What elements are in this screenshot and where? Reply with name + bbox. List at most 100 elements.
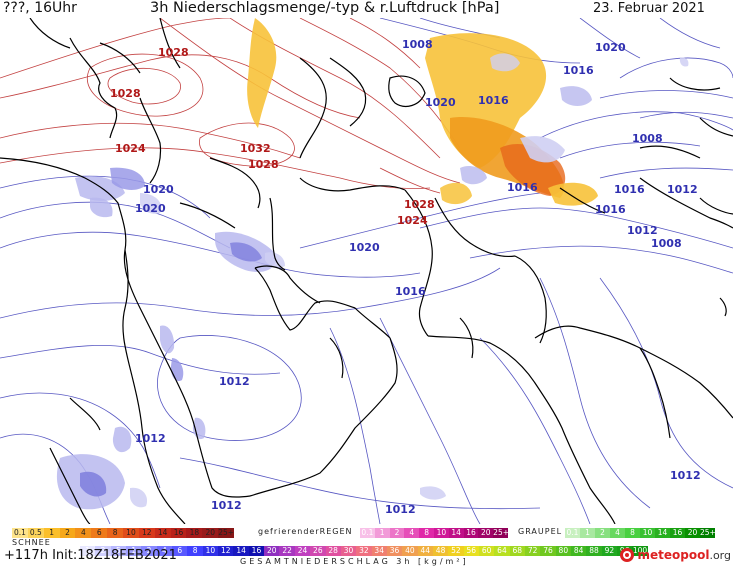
legend-swatch: 10	[202, 546, 219, 556]
legend-swatch: 48	[432, 546, 449, 556]
isobar-label: 1016	[395, 285, 426, 298]
legend-swatch: 18	[186, 528, 203, 538]
legend-swatch: 4	[404, 528, 420, 538]
legend-swatch: 8	[107, 528, 124, 538]
legend-swatch: 25+	[493, 528, 508, 538]
legend-swatch: 0.1	[12, 528, 28, 538]
legend-swatch: 24	[294, 546, 311, 556]
legend-total-label: GESAMTNIEDERSCHLAG 3h [kg/m²]	[240, 557, 469, 566]
isobar-label: 1012	[385, 503, 416, 516]
legend-swatch: 88	[586, 546, 602, 556]
legend-snow-bar: 0.1 0.5 1 2 4 6 8 10 12 14 16 18 20 25+	[12, 528, 235, 538]
location-time: ???, 16Uhr	[3, 0, 77, 16]
legend-swatch: 80	[555, 546, 571, 556]
legend-swatch: 26	[310, 546, 326, 556]
legend-swatch: 28	[325, 546, 341, 556]
pressure-labels: 1028 1028 1024 1032 1028 1020 1020 1028 …	[110, 38, 701, 516]
legend-swatch: 1	[80, 546, 96, 556]
legend-swatch: 76	[540, 546, 556, 556]
map-title: 3h Niederschlagsmenge/-typ & r.Luftdruck…	[150, 0, 500, 16]
legend-swatch: 25+	[218, 528, 235, 538]
isobar-label: 1028	[404, 198, 435, 211]
legend-swatch: 25+	[700, 528, 715, 538]
brand-domain: .org	[709, 549, 731, 562]
forecast-date: 23. Februar 2021	[593, 1, 705, 16]
legend-swatch: 1	[126, 546, 142, 556]
legend-swatch: 22	[279, 546, 295, 556]
legend-swatch: 84	[571, 546, 587, 556]
legend-swatch: 5	[110, 546, 127, 556]
legend-swatch: 16	[248, 546, 265, 556]
isobar-label: 1012	[627, 224, 658, 237]
isobar-label: 1028	[110, 87, 141, 100]
legend-snow-label: SCHNEE	[12, 538, 51, 547]
legend-swatch: 12	[138, 528, 155, 538]
legend-swatch: 14	[655, 528, 670, 538]
isobar-label: 1012	[211, 499, 242, 512]
legend-swatch: 16	[670, 528, 685, 538]
coastlines	[0, 18, 733, 524]
isobar-label: 1024	[115, 142, 146, 155]
forecast-hour: +117h	[4, 548, 48, 563]
isobar-label: 1020	[143, 183, 174, 196]
legend-swatch: 2	[141, 546, 157, 556]
legend-swatch: 40	[402, 546, 418, 556]
legend-swatch: 10	[123, 528, 139, 538]
legend-swatch: 1	[43, 528, 60, 538]
isobar-label: 1028	[158, 46, 189, 59]
isobar-label: 1024	[397, 214, 428, 227]
legend-swatch: 2	[59, 528, 76, 538]
legend-swatch: 0.5	[27, 528, 44, 538]
legend-swatch: 0.1	[360, 528, 375, 538]
isobar-label: 1012	[135, 432, 166, 445]
legend-swatch: 2	[389, 528, 405, 538]
brand-name: meteopool	[637, 548, 710, 562]
meteopool-logo-icon	[619, 548, 634, 562]
legend-swatch: 8	[419, 528, 434, 538]
isobar-label: 1016	[595, 203, 626, 216]
legend-swatch: 2	[95, 546, 111, 556]
isobar-label: 1032	[240, 142, 271, 155]
isobar-label: 1008	[632, 132, 663, 145]
legend-swatch: 30	[340, 546, 357, 556]
legend-graupel-bar: 0.1 1 2 4 8 10 14 16 20 25+	[565, 528, 715, 538]
legend-swatch: 16	[463, 528, 479, 538]
legend-swatch: 4	[75, 528, 92, 538]
isobar-label: 1016	[563, 64, 594, 77]
isobar-label: 1016	[507, 181, 538, 194]
run-info: +117h Init:18Z18FEB2021	[4, 548, 177, 563]
legend-swatch: 1	[374, 528, 390, 538]
isobar-label: 1012	[219, 375, 250, 388]
legend-swatch: 12	[218, 546, 234, 556]
legend-swatch: 44	[417, 546, 433, 556]
precipitation-areas	[56, 18, 689, 510]
isobar-label: 1012	[670, 469, 701, 482]
isobar-label: 1008	[402, 38, 433, 51]
legend-swatch: 64	[494, 546, 510, 556]
legend-freezing-rain-bar: 0.1 1 2 4 8 10 14 16 20 25+	[360, 528, 508, 538]
legend-swatch: 4	[610, 528, 625, 538]
legend-total-bar: 1 2 5 1 2 4 6 8 10 12 14 16 20 22 24 26 28 30 32 34 36 40 44 48…	[80, 546, 648, 556]
legend-swatch: 8	[187, 546, 203, 556]
isobar-label: 1012	[667, 183, 698, 196]
meteopool-logo[interactable]: meteopool.org	[619, 546, 731, 564]
legend-swatch: 36	[386, 546, 403, 556]
isobar-label: 1016	[478, 94, 509, 107]
header: ???, 16Uhr 3h Niederschlagsmenge/-typ & …	[0, 0, 733, 18]
isobar-label: 1028	[248, 158, 279, 171]
legend-swatch: 20	[264, 546, 280, 556]
isobar-label: 1020	[349, 241, 380, 254]
isobar-label: 1020	[595, 41, 626, 54]
isobar-label: 1008	[651, 237, 682, 250]
legend-swatch: 8	[625, 528, 640, 538]
legend: 0.1 0.5 1 2 4 6 8 10 12 14 16 18 20 25+ SCHNEE gefrie…	[0, 524, 733, 566]
legend-swatch: 6	[91, 528, 108, 538]
weather-map: 1028 1028 1024 1032 1028 1020 1020 1028 …	[0, 18, 733, 524]
legend-swatch: 20	[202, 528, 219, 538]
legend-swatch: 10	[433, 528, 449, 538]
legend-swatch: 2	[595, 528, 610, 538]
legend-swatch: 16	[170, 528, 187, 538]
isobar-label: 1020	[135, 202, 166, 215]
legend-swatch: 14	[448, 528, 464, 538]
legend-swatch: 14	[233, 546, 249, 556]
